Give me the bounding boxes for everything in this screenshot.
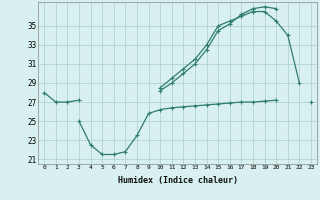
X-axis label: Humidex (Indice chaleur): Humidex (Indice chaleur): [118, 176, 238, 185]
